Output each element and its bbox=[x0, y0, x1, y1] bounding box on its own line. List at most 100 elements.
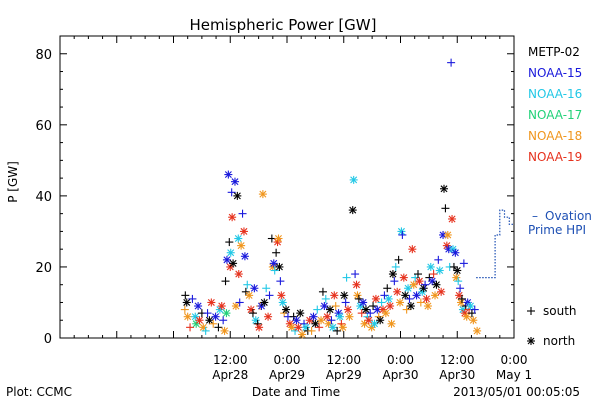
point-stroke bbox=[424, 302, 432, 310]
point-stroke bbox=[286, 320, 294, 328]
point-stroke bbox=[453, 267, 461, 274]
point-stroke bbox=[469, 316, 477, 324]
point-stroke bbox=[437, 288, 445, 296]
data-point-south bbox=[188, 294, 197, 303]
data-point-south bbox=[459, 259, 468, 268]
data-point-north bbox=[335, 312, 344, 321]
data-point-south bbox=[221, 277, 230, 286]
ovation-label-line2: Prime HPI bbox=[528, 223, 586, 237]
point-stroke bbox=[255, 323, 263, 331]
point-stroke bbox=[413, 291, 421, 299]
data-point-north bbox=[326, 305, 335, 314]
point-stroke bbox=[184, 313, 192, 321]
legend-entry: NOAA-15 bbox=[528, 66, 582, 80]
point-stroke bbox=[309, 313, 317, 321]
data-point-north bbox=[296, 309, 305, 318]
x-tick-label-time: 12:00 bbox=[326, 353, 361, 367]
data-point-north bbox=[415, 277, 424, 286]
legend-entry: NOAA-16 bbox=[528, 87, 582, 101]
data-point-north bbox=[462, 312, 471, 321]
data-point-north bbox=[353, 291, 362, 300]
data-point-north bbox=[264, 312, 273, 321]
data-point-north bbox=[222, 309, 231, 318]
data-point-north bbox=[309, 312, 318, 321]
point-stroke bbox=[330, 291, 338, 299]
point-stroke bbox=[400, 274, 408, 282]
data-point-north bbox=[194, 302, 203, 311]
chart-title: Hemispheric Power [GW] bbox=[190, 16, 377, 34]
data-point-north bbox=[409, 280, 418, 289]
point-stroke bbox=[298, 330, 306, 338]
data-point-south bbox=[248, 309, 257, 318]
point-stroke bbox=[397, 227, 405, 235]
data-point-north bbox=[233, 191, 242, 200]
data-point-north bbox=[435, 266, 444, 275]
data-point-south bbox=[383, 284, 392, 293]
data-point-south bbox=[402, 305, 411, 314]
data-point-north bbox=[344, 305, 353, 314]
data-point-north bbox=[205, 316, 214, 325]
point-stroke bbox=[349, 206, 357, 214]
x-axis: 12:00Apr280:00Apr2912:00Apr290:00Apr3012… bbox=[59, 36, 532, 382]
data-point-south bbox=[313, 305, 322, 314]
marker-legend-symbol bbox=[527, 337, 535, 345]
point-stroke bbox=[270, 259, 278, 267]
point-stroke bbox=[252, 316, 260, 324]
point-stroke bbox=[452, 274, 460, 282]
data-point-south bbox=[219, 316, 228, 325]
data-point-north bbox=[419, 284, 428, 293]
point-stroke bbox=[282, 306, 290, 314]
data-point-south bbox=[351, 270, 360, 279]
point-stroke bbox=[371, 320, 378, 328]
data-point-south bbox=[434, 255, 443, 264]
marker-legend-label: south bbox=[543, 304, 577, 318]
data-point-north bbox=[451, 248, 460, 257]
data-point-north bbox=[453, 266, 462, 275]
data-point-north bbox=[386, 302, 395, 311]
data-point-north bbox=[473, 326, 482, 335]
data-point-north bbox=[364, 316, 373, 325]
data-point-south bbox=[203, 309, 212, 318]
data-point-north bbox=[226, 248, 235, 257]
y-axis-label: P [GW] bbox=[6, 161, 20, 203]
data-point-north bbox=[422, 294, 431, 303]
data-point-south bbox=[390, 277, 399, 286]
point-stroke bbox=[350, 176, 358, 184]
data-point-south bbox=[272, 248, 281, 257]
point-stroke bbox=[275, 263, 283, 271]
point-stroke bbox=[199, 323, 207, 331]
point-stroke bbox=[396, 298, 404, 306]
data-point-north bbox=[349, 175, 358, 184]
data-point-south bbox=[416, 298, 425, 307]
point-stroke bbox=[229, 259, 237, 267]
data-point-north bbox=[229, 259, 238, 268]
x-tick-label-time: 12:00 bbox=[213, 353, 248, 367]
point-stroke bbox=[345, 313, 353, 321]
point-stroke bbox=[228, 213, 236, 221]
data-point-south bbox=[341, 298, 350, 307]
point-stroke bbox=[382, 309, 390, 317]
data-point-south bbox=[342, 273, 351, 282]
point-stroke bbox=[373, 306, 381, 314]
point-stroke bbox=[277, 291, 285, 299]
data-point-south bbox=[300, 319, 309, 328]
data-point-south bbox=[333, 326, 342, 335]
y-tick-label: 60 bbox=[35, 119, 52, 134]
point-stroke bbox=[235, 270, 243, 278]
data-point-north bbox=[230, 177, 239, 186]
data-point-south bbox=[243, 280, 252, 289]
data-point-north bbox=[245, 291, 254, 300]
data-point-north bbox=[182, 298, 191, 307]
data-point-north bbox=[393, 287, 402, 296]
data-point-south bbox=[315, 323, 324, 332]
data-point-south bbox=[181, 291, 190, 300]
point-stroke bbox=[233, 192, 241, 200]
data-point-north bbox=[431, 291, 440, 300]
data-point-south bbox=[276, 277, 285, 286]
legend-entry: NOAA-18 bbox=[528, 129, 582, 143]
point-stroke bbox=[388, 320, 396, 328]
point-stroke bbox=[427, 263, 435, 271]
ovation-hpi-line bbox=[476, 209, 514, 279]
